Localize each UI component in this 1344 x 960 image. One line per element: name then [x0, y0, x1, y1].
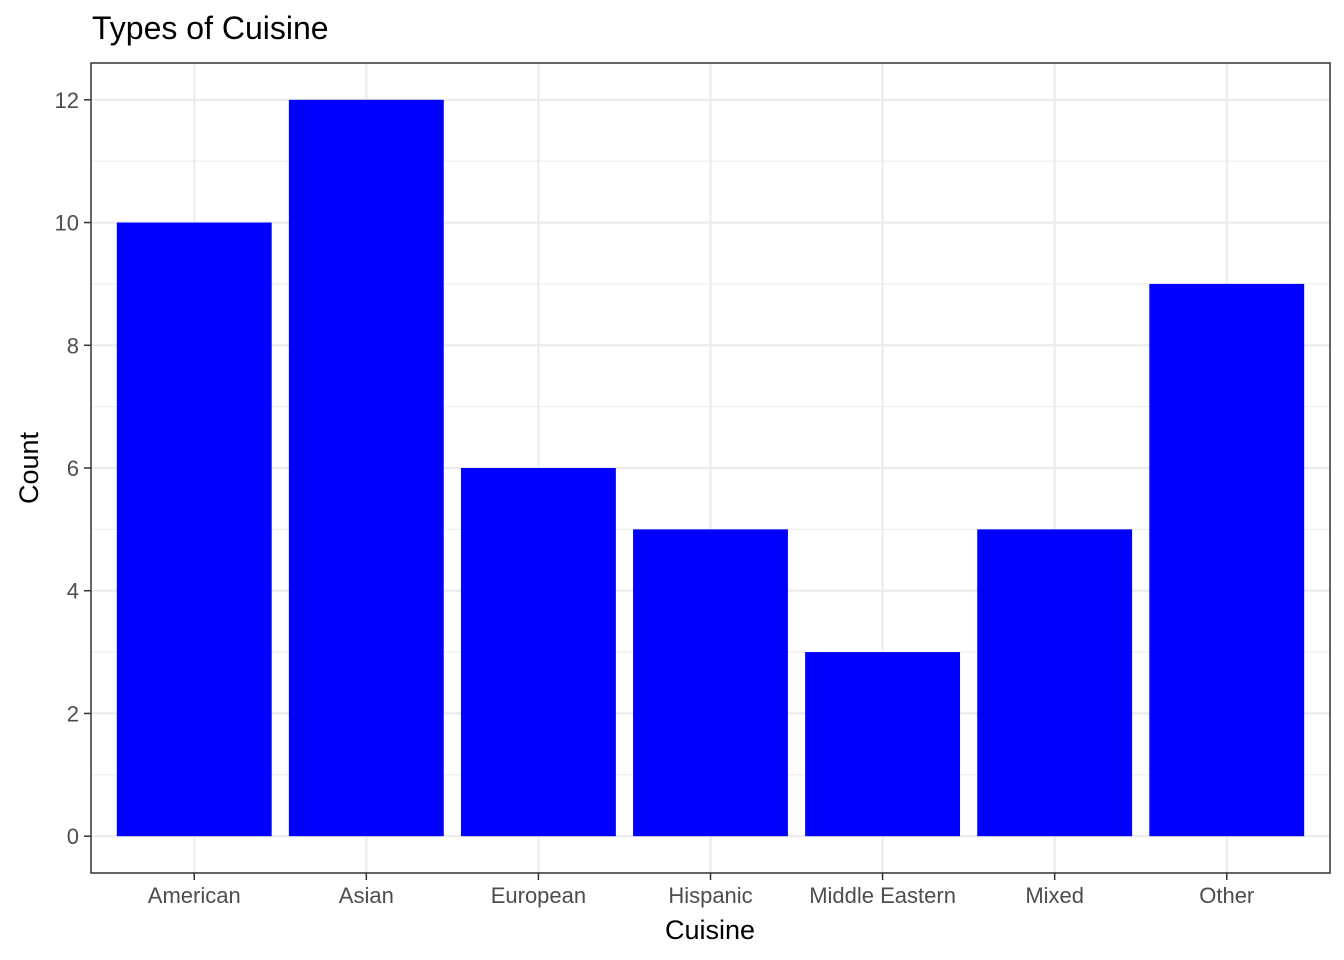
y-tick-label: 2	[67, 701, 79, 726]
x-tick-label: American	[148, 883, 241, 908]
bar-european	[460, 468, 616, 837]
bar-middle-eastern	[805, 652, 961, 837]
bars-layer	[116, 99, 1305, 837]
x-tick-label: Mixed	[1025, 883, 1084, 908]
y-tick-label: 8	[67, 333, 79, 358]
x-tick-label: Middle Eastern	[809, 883, 956, 908]
x-tick-label: European	[491, 883, 586, 908]
bar-mixed	[977, 529, 1133, 837]
bar-hispanic	[633, 529, 788, 837]
x-tick-label: Other	[1199, 883, 1254, 908]
x-tick-label: Asian	[339, 883, 394, 908]
x-axis-title: Cuisine	[665, 915, 755, 945]
y-tick-label: 6	[67, 456, 79, 481]
y-tick-label: 4	[67, 579, 79, 604]
y-axis-title: Count	[14, 431, 44, 504]
bar-american	[116, 222, 272, 837]
axis-layer: 0 2 4 6 8 10 12 American Asian European Hispanic Mi…	[55, 88, 1255, 908]
bar-asian	[288, 99, 444, 837]
bar-other	[1149, 283, 1305, 837]
y-tick-label: 0	[67, 824, 79, 849]
y-tick-label: 10	[55, 211, 79, 236]
y-tick-label: 12	[55, 88, 79, 113]
chart-title: Types of Cuisine	[92, 10, 329, 46]
x-tick-label: Hispanic	[668, 883, 752, 908]
